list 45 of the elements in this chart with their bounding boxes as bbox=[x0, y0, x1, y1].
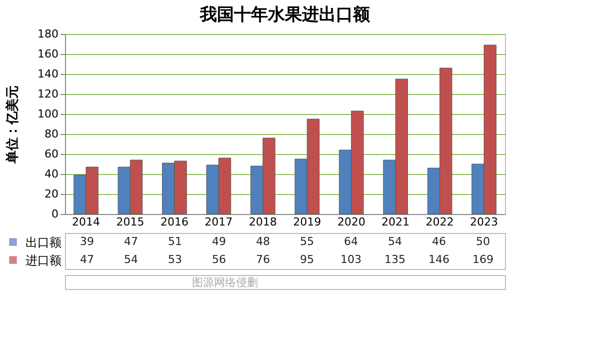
data-label: 146 bbox=[428, 253, 450, 266]
x-tick-label: 2015 bbox=[116, 216, 144, 228]
data-label: 95 bbox=[300, 253, 314, 266]
data-label: 76 bbox=[256, 253, 270, 266]
y-tick-label: 20 bbox=[44, 188, 58, 200]
data-label: 47 bbox=[124, 235, 138, 248]
y-tick-label: 40 bbox=[44, 168, 58, 180]
y-axis-title: 单位：亿美元 bbox=[4, 86, 21, 164]
data-label: 54 bbox=[388, 235, 402, 248]
text: 图源网络侵删 bbox=[192, 276, 258, 289]
x-tick-label: 2020 bbox=[337, 216, 366, 228]
data-label: 50 bbox=[476, 235, 490, 248]
legend-label: 进口额 bbox=[26, 254, 62, 268]
y-tick-label: 140 bbox=[38, 68, 58, 80]
data-label: 55 bbox=[300, 235, 314, 248]
data-label: 39 bbox=[80, 235, 94, 248]
data-label: 103 bbox=[340, 253, 362, 266]
x-tick-label: 2019 bbox=[293, 216, 322, 228]
data-label: 54 bbox=[124, 253, 138, 266]
data-label: 169 bbox=[472, 253, 494, 266]
x-tick-label: 2018 bbox=[248, 216, 277, 228]
y-tick-label: 100 bbox=[38, 108, 58, 120]
data-label: 49 bbox=[212, 235, 226, 248]
data-label: 56 bbox=[212, 253, 226, 266]
legend-label: 出口额 bbox=[26, 236, 62, 250]
data-label: 135 bbox=[384, 253, 406, 266]
data-label: 46 bbox=[432, 235, 446, 248]
data-label: 51 bbox=[168, 235, 182, 248]
y-tick-label: 180 bbox=[38, 28, 58, 40]
x-tick-label: 2022 bbox=[426, 216, 454, 228]
x-tick-label: 2016 bbox=[160, 216, 188, 228]
y-tick-label: 160 bbox=[38, 48, 58, 60]
y-tick-label: 0 bbox=[52, 208, 58, 220]
x-tick-label: 2014 bbox=[72, 216, 100, 228]
chart-title: 我国十年水果进出口额 bbox=[199, 5, 371, 25]
y-tick-label: 120 bbox=[38, 88, 58, 100]
data-label: 47 bbox=[80, 253, 94, 266]
data-label: 53 bbox=[168, 253, 182, 266]
x-tick-label: 2017 bbox=[204, 216, 233, 228]
x-tick-label: 2021 bbox=[382, 216, 410, 228]
x-tick-label: 2023 bbox=[470, 216, 498, 228]
y-tick-label: 80 bbox=[44, 128, 58, 140]
y-tick-label: 60 bbox=[44, 148, 58, 160]
data-label: 64 bbox=[344, 235, 358, 248]
data-label: 48 bbox=[256, 235, 270, 248]
